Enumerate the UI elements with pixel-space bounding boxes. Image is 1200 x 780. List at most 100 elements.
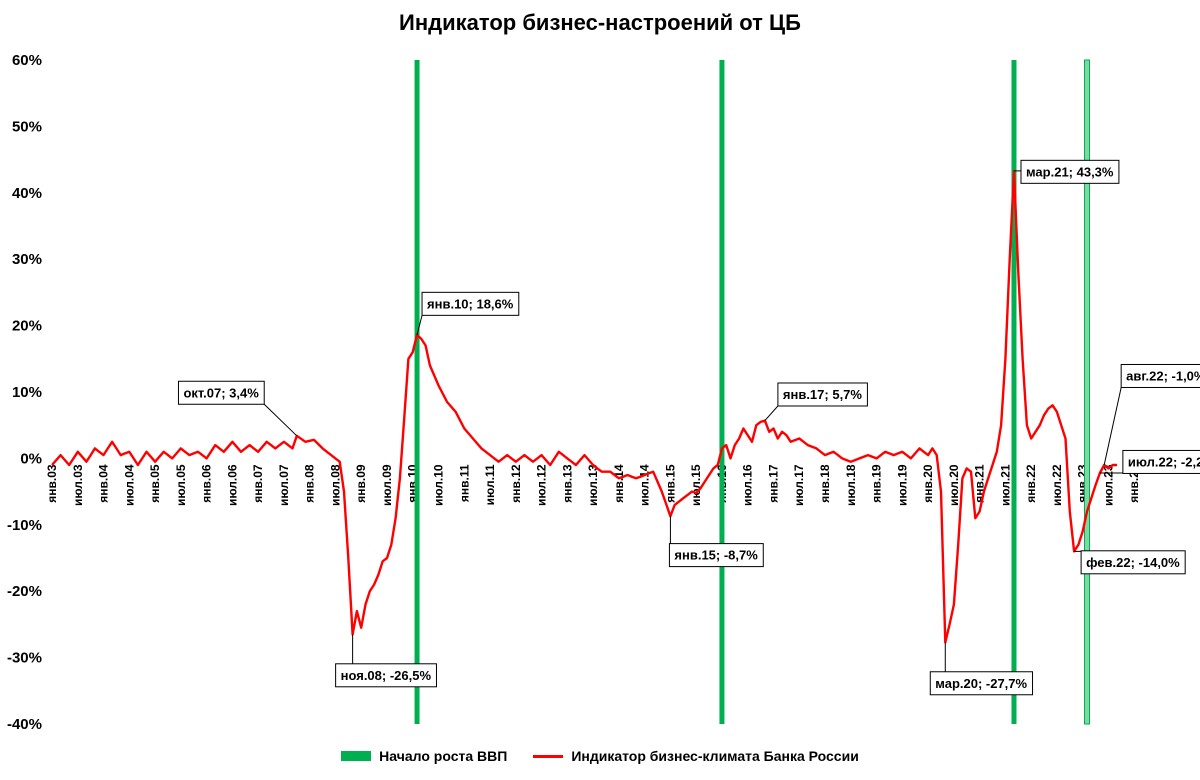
- y-tick-label: 0%: [20, 450, 42, 467]
- x-tick-label: июл.15: [689, 464, 703, 506]
- y-axis: 60% 50% 40% 30% 20% 10% 0% -10% -20% -30% -40%: [7, 52, 42, 733]
- annotation-box: [777, 382, 868, 407]
- y-tick-label: 30%: [12, 251, 42, 268]
- annotation: фев.22; -14,0%: [1074, 550, 1186, 575]
- x-tick-label: янв.13: [560, 464, 574, 503]
- x-tick-label: июл.05: [174, 464, 188, 506]
- annotation: окт.07; 3,4%: [177, 380, 298, 437]
- annotation-label: мар.20; -27,7%: [935, 676, 1027, 691]
- x-tick-label: янв.05: [148, 464, 162, 503]
- y-tick-label: 50%: [12, 118, 42, 135]
- x-tick-label: янв.11: [457, 464, 471, 502]
- x-tick-label: июл.19: [895, 464, 909, 506]
- x-tick-label: июл.11: [483, 464, 497, 505]
- annotation-leader: [416, 315, 423, 336]
- annotation-leader: [1103, 387, 1122, 466]
- x-tick-label: июл.20: [947, 464, 961, 506]
- x-tick-label: янв.21: [973, 464, 987, 503]
- x-tick-label: янв.14: [612, 464, 626, 503]
- legend-item-gdp[interactable]: Начало роста ВВП: [341, 748, 507, 764]
- gdp-bar: [1083, 59, 1090, 725]
- y-tick-label: -40%: [7, 716, 42, 733]
- legend-swatch-line: [533, 754, 564, 758]
- annotation: авг.22; -1,0%: [1103, 363, 1200, 466]
- x-tick-label: янв.06: [200, 464, 214, 503]
- annotation-label: фев.22; -14,0%: [1086, 555, 1180, 570]
- annotation-box: [335, 663, 437, 688]
- annotation-box: [1080, 550, 1186, 575]
- annotation-label: янв.17; 5,7%: [783, 387, 863, 402]
- x-tick-label: янв.17: [766, 464, 780, 503]
- legend-label-gdp: Начало роста ВВП: [379, 748, 508, 764]
- annotation-label: янв.10; 18,6%: [427, 296, 514, 311]
- x-tick-label: янв.09: [354, 464, 368, 503]
- x-tick-label: июл.21: [998, 464, 1012, 506]
- x-tick-label: июл.22: [1050, 464, 1064, 506]
- series-line: [51, 169, 1118, 644]
- x-tick-label: июл.09: [380, 464, 394, 506]
- x-tick-label: янв.20: [921, 464, 935, 503]
- x-tick-label: янв.04: [97, 464, 111, 503]
- y-tick-label: 60%: [12, 52, 42, 69]
- annotation-leader: [764, 405, 779, 421]
- annotation-label: ноя.08; -26,5%: [341, 668, 432, 683]
- indicator-line: [51, 169, 1118, 644]
- x-tick-label: янв.15: [663, 464, 677, 503]
- x-tick-label: июл.04: [122, 464, 136, 506]
- x-tick-label: июл.06: [225, 464, 239, 506]
- annotation-box: [177, 380, 265, 405]
- x-tick-label: янв.03: [45, 464, 59, 503]
- x-tick-label: июл.23: [1101, 464, 1115, 506]
- y-tick-label: -30%: [7, 650, 42, 667]
- annotation-box: [668, 543, 764, 568]
- gdp-bar: [719, 60, 725, 724]
- y-tick-label: 10%: [12, 384, 42, 401]
- x-tick-label: янв.19: [870, 464, 884, 503]
- y-tick-label: -10%: [7, 517, 42, 534]
- x-axis: янв.03 июл.03 янв.04 июл.04 янв.05 июл.05 янв.…: [45, 464, 1141, 506]
- x-tick-label: июл.16: [741, 464, 755, 506]
- annotation: мар.20; -27,7%: [929, 642, 1034, 696]
- annotations: окт.07; 3,4% ноя.08; -26,5% янв.10; 18,6% я…: [177, 159, 1200, 696]
- x-tick-label: июл.13: [586, 464, 600, 506]
- x-tick-label: янв.07: [251, 464, 265, 503]
- annotation-box: [1020, 159, 1120, 184]
- annotation: янв.17; 5,7%: [764, 382, 868, 421]
- annotation-label: мар.21; 43,3%: [1026, 164, 1114, 179]
- legend-label-indicator: Индикатор бизнес-климата Банка России: [571, 748, 859, 764]
- x-tick-label: июл.10: [432, 464, 446, 506]
- legend-swatch-bar: [341, 751, 372, 761]
- annotation: ноя.08; -26,5%: [335, 634, 437, 688]
- chart-title: Индикатор бизнес-настроений от ЦБ: [399, 10, 801, 35]
- gdp-bars: [414, 59, 1090, 725]
- gdp-bar: [1011, 60, 1017, 724]
- annotation: июл.22; -2,2%: [1099, 449, 1200, 474]
- x-tick-label: янв.12: [509, 464, 523, 503]
- legend-item-indicator[interactable]: Индикатор бизнес-климата Банка России: [533, 748, 859, 764]
- annotation: янв.10; 18,6%: [416, 291, 520, 336]
- x-tick-label: июл.12: [535, 464, 549, 506]
- x-tick-label: июл.08: [328, 464, 342, 506]
- annotation-box: [929, 671, 1034, 696]
- y-tick-label: -20%: [7, 583, 42, 600]
- annotation: янв.15; -8,7%: [668, 516, 764, 568]
- annotation-box: [1122, 449, 1200, 474]
- annotation: мар.21; 43,3%: [1013, 159, 1120, 184]
- annotation-leader: [263, 403, 298, 437]
- annotation-label: июл.22; -2,2%: [1128, 454, 1200, 469]
- x-tick-label: июл.18: [844, 464, 858, 506]
- y-tick-label: 20%: [12, 318, 42, 335]
- gdp-bar: [414, 60, 420, 724]
- x-tick-label: июл.07: [277, 464, 291, 506]
- annotation-label: окт.07; 3,4%: [183, 385, 259, 400]
- legend: Начало роста ВВП Индикатор бизнес-климат…: [0, 748, 1200, 764]
- annotation-label: янв.15; -8,7%: [674, 548, 758, 563]
- y-tick-label: 40%: [12, 185, 42, 202]
- x-tick-label: янв.22: [1024, 464, 1038, 503]
- annotation-label: авг.22; -1,0%: [1126, 368, 1200, 383]
- x-tick-label: янв.18: [818, 464, 832, 503]
- annotation-box: [1120, 363, 1200, 388]
- annotation-box: [421, 291, 520, 316]
- x-tick-label: июл.17: [792, 464, 806, 506]
